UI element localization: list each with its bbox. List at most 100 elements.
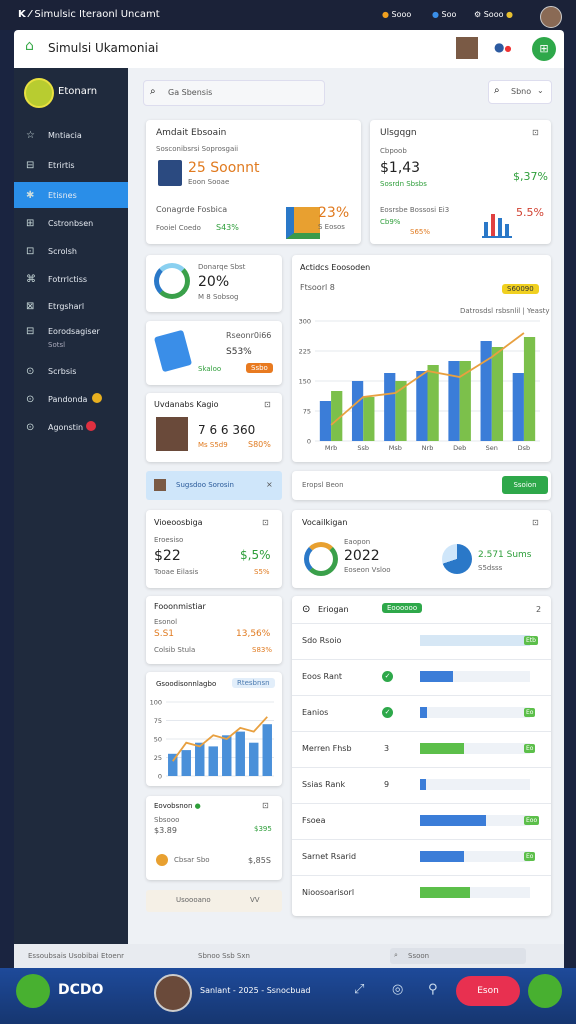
card-value: $1,43 xyxy=(380,160,421,176)
action-bar: Eropsl Beon Ssoion xyxy=(292,471,551,500)
sidebar: Etonarn ☆ Mntiacia ⊟ Etrirtis ✱ Etisnes ⊞ Cstro… xyxy=(14,68,128,944)
menu-icon[interactable]: ⊡ xyxy=(262,518,269,527)
menu-icon[interactable]: ⊡ xyxy=(264,400,271,409)
donut-card: Donarqe Sbst 20% M 8 Sobsog xyxy=(146,255,282,312)
row-name: Merren Fhsb xyxy=(302,744,352,753)
icon xyxy=(286,207,320,239)
donut-icon xyxy=(304,542,338,576)
nav-icon: ⊞ xyxy=(26,218,35,229)
x-tick-label: Ssb xyxy=(357,444,369,452)
row-check: ✓ xyxy=(382,707,393,718)
avatar[interactable] xyxy=(540,6,562,28)
search-box[interactable]: ⌕ Ga Sbensis xyxy=(143,80,325,106)
card-title: Uvdanabs Kagio xyxy=(154,400,219,409)
nav-item[interactable]: Etrirtis xyxy=(48,161,75,170)
table-title: Eriogan xyxy=(318,605,349,614)
nav-item[interactable]: Fotrrlctiss xyxy=(48,275,88,284)
card-title: Vioeoosbiga xyxy=(154,518,203,527)
filter-dropdown[interactable]: ⌕ Sbno ⌄ xyxy=(488,80,552,104)
row-divider xyxy=(292,803,551,804)
nav-item[interactable]: Agonstin xyxy=(48,423,84,432)
card-foot-pct: S65% xyxy=(410,228,431,236)
nav-active xyxy=(14,182,128,208)
menu-icon[interactable]: ⊡ xyxy=(262,801,269,810)
progress-track xyxy=(420,743,530,754)
row-name: Sdo Rsoio xyxy=(302,636,342,645)
notif-icon[interactable]: ●● xyxy=(494,40,512,54)
nav-item[interactable]: Scrbsis xyxy=(48,367,77,376)
nav-item[interactable]: Scrolsh xyxy=(48,247,77,256)
row-divider xyxy=(292,767,551,768)
nav-item[interactable]: Cstronbsen xyxy=(48,219,94,228)
card-subtitle: Sosconibsrsi Soprosgaii xyxy=(156,145,239,153)
nav-icon: ⊙ xyxy=(26,394,35,405)
bar xyxy=(331,391,343,441)
status-item: ● Sooo xyxy=(382,10,412,19)
x-tick-label: Msb xyxy=(389,444,402,452)
bottom-brand: DCDO xyxy=(58,982,104,998)
x-tick-label: Mrb xyxy=(325,444,337,452)
card-label: Eosrsbe Bossosi Ei3 xyxy=(380,206,450,214)
progress-bar xyxy=(420,671,453,682)
card-foot: Fooiel Coedo xyxy=(156,224,201,232)
progress-track xyxy=(420,779,530,790)
card-note: Ms S5d9 xyxy=(198,441,228,449)
card-title: Eovobsnon ● xyxy=(154,802,201,810)
nav-sub: Sotsl xyxy=(48,341,66,349)
mini-chart-card: Gsoodisonnlagbo Rtesbnsn 0 25 50 75 100 xyxy=(146,672,282,786)
status-title: K ⁄ Simulsic Iteraonl Uncamt xyxy=(18,9,160,20)
menu-icon[interactable]: ⊡ xyxy=(532,128,539,137)
footer-search[interactable]: ⌕ Ssoon xyxy=(390,948,526,964)
avatar[interactable] xyxy=(154,974,192,1012)
bar xyxy=(512,373,524,441)
mini-icon-chart xyxy=(482,210,512,238)
nav-item[interactable]: Pandonda xyxy=(48,395,88,404)
card-value: $3.89 xyxy=(154,826,177,835)
nav-item[interactable]: Eorodsagiser xyxy=(48,327,100,336)
y-tick-label: 75 xyxy=(303,408,311,416)
action-button[interactable]: Ssoion xyxy=(502,476,548,494)
action-button[interactable]: ⊞ xyxy=(532,37,556,61)
close-icon[interactable]: × xyxy=(266,480,273,489)
avatar[interactable] xyxy=(456,37,478,59)
row-divider xyxy=(292,695,551,696)
more-button[interactable]: Usoooano VV xyxy=(146,890,282,912)
icon[interactable]: ◎ xyxy=(392,982,404,997)
table-card: ⊙ Eriogan Eoooooo 2 Sdo Rsoio Etb Eoos Ran… xyxy=(292,596,551,916)
icon[interactable]: ⚲ xyxy=(428,982,438,997)
bottom-button[interactable]: Eson xyxy=(456,976,520,1006)
y-tick-label: 150 xyxy=(299,378,311,386)
nav-icon: ⌘ xyxy=(26,274,36,285)
donut-icon xyxy=(154,263,190,299)
progress-track xyxy=(420,707,530,718)
row-tag: Eo xyxy=(524,852,536,861)
home-button[interactable] xyxy=(16,974,50,1008)
icon[interactable]: ⤢ xyxy=(354,982,365,997)
card-foot-pct: S5% xyxy=(254,568,270,576)
bar xyxy=(491,347,504,441)
nav-item[interactable]: Etisnes xyxy=(48,191,77,200)
logo: ⌂ xyxy=(25,38,34,54)
card-subtitle: Cbpoob xyxy=(380,147,407,155)
card-subtitle: Esonol xyxy=(154,618,178,626)
card-foot-pct: S83% xyxy=(252,646,273,654)
card-note: M 8 Sobsog xyxy=(198,293,239,301)
card-note: Sosrdn Sbsbs xyxy=(380,180,427,188)
users-card: Ulsgqgn ⊡ Cbpoob $1,43 Sosrdn Sbsbs $,37… xyxy=(370,120,551,244)
nav-item[interactable]: Etrgsharl xyxy=(48,302,85,311)
row-status: 9 xyxy=(384,780,390,789)
card-note: Skaloo xyxy=(198,365,222,373)
menu-icon[interactable]: ⊡ xyxy=(532,518,539,527)
card-foot-pct: S43% xyxy=(216,223,239,232)
add-button[interactable] xyxy=(528,974,562,1008)
card-value: 2022 xyxy=(344,548,380,564)
progress-track xyxy=(420,851,530,862)
bar xyxy=(363,397,375,441)
progress-bar xyxy=(420,887,470,898)
card-title: Amdait Ebsoain xyxy=(156,128,227,138)
x-tick-label: Deb xyxy=(453,444,466,452)
nav-item[interactable]: Mntiacia xyxy=(48,131,82,140)
card-pct: $395 xyxy=(254,825,272,833)
card-pct: $,5% xyxy=(240,548,271,562)
status-item: ● Soo xyxy=(432,10,457,19)
